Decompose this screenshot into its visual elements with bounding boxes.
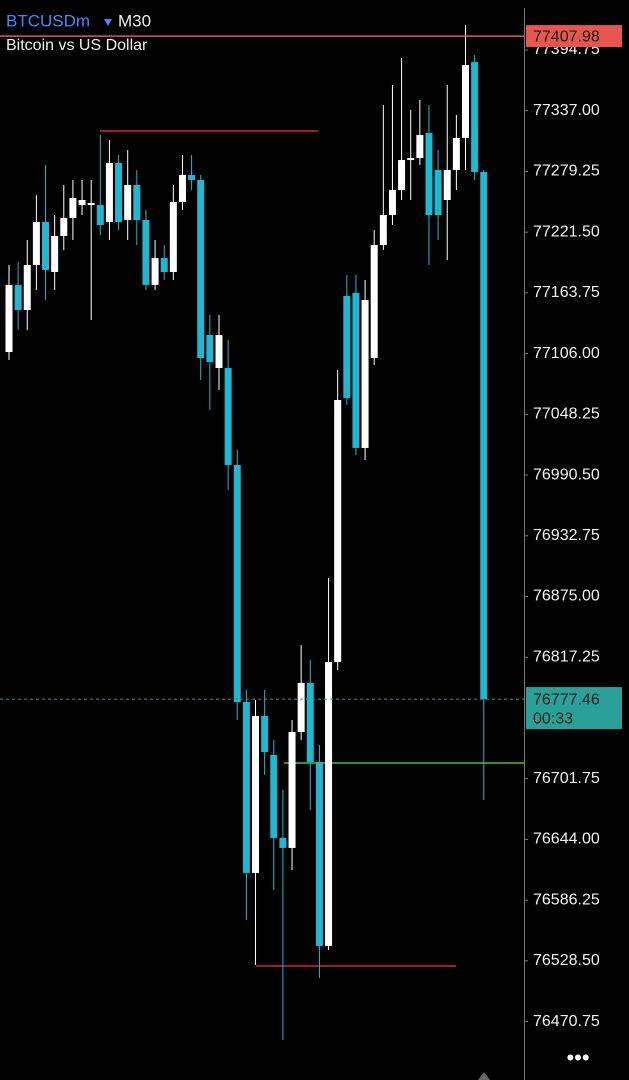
candle-body <box>416 135 424 159</box>
candle-body <box>325 662 333 946</box>
more-menu[interactable]: ••• <box>566 1045 589 1070</box>
countdown-label: 00:33 <box>533 710 573 727</box>
candle-body <box>197 180 205 359</box>
ask-label: 77407.98 <box>533 28 600 45</box>
candle-body <box>480 172 488 700</box>
candle-body <box>188 174 196 181</box>
candle-body <box>96 205 104 226</box>
candle-body <box>142 219 150 285</box>
candle-body <box>42 221 50 271</box>
y-tick-label: 76470.75 <box>533 1013 600 1030</box>
candle-body <box>5 284 13 353</box>
candle-body <box>69 197 77 218</box>
candle-body <box>224 368 232 465</box>
candle-body <box>334 399 342 663</box>
symbol[interactable]: BTCUSDm <box>6 11 90 30</box>
y-tick-label: 77337.00 <box>533 102 600 119</box>
candle-body <box>124 184 132 220</box>
y-tick-label: 76701.75 <box>533 770 600 787</box>
y-tick-label: 77163.75 <box>533 284 600 301</box>
y-tick-label: 77048.25 <box>533 406 600 423</box>
y-tick-label: 76932.75 <box>533 527 600 544</box>
candle-body <box>14 284 22 310</box>
candle-body <box>105 162 113 222</box>
candle-body <box>151 258 159 285</box>
candle-body <box>160 258 168 273</box>
current-price-box <box>526 687 622 730</box>
candle-body <box>233 464 241 702</box>
candle-body <box>270 754 278 838</box>
candle-body <box>78 199 86 206</box>
scroll-marker <box>478 1072 490 1080</box>
candle-body <box>452 137 460 171</box>
candle-body <box>425 133 433 216</box>
candle-body <box>115 162 123 222</box>
current-price-label: 76777.46 <box>533 691 600 708</box>
candle-body <box>471 62 479 173</box>
subtitle: Bitcoin vs US Dollar <box>6 37 148 54</box>
candle-body <box>288 731 296 848</box>
candle-body <box>279 837 287 848</box>
candle-body <box>443 170 451 200</box>
candle-body <box>352 292 360 448</box>
candle-body <box>215 335 223 369</box>
candle-body <box>242 701 250 873</box>
y-tick-label: 76875.00 <box>533 588 600 605</box>
y-tick-label: 77279.25 <box>533 163 600 180</box>
candle-body <box>261 715 269 753</box>
candle-body <box>370 245 378 359</box>
candle-body <box>398 160 406 191</box>
timeframe[interactable]: M30 <box>118 11 151 30</box>
y-tick-label: 76990.50 <box>533 466 600 483</box>
y-tick-label: 76586.25 <box>533 891 600 908</box>
symbol-dropdown[interactable] <box>104 19 112 26</box>
candle-body <box>379 215 387 246</box>
candle-body <box>252 715 260 873</box>
candle-body <box>306 682 314 763</box>
candle-body <box>178 174 186 202</box>
candle-body <box>23 264 31 310</box>
candle-body <box>206 335 214 363</box>
candle-body <box>60 217 68 236</box>
candle-body <box>343 295 351 398</box>
candle-body <box>297 682 305 732</box>
candle-body <box>87 203 95 206</box>
y-tick-label: 76817.25 <box>533 648 600 665</box>
candle-body <box>169 201 177 273</box>
candle-body <box>361 299 369 448</box>
candle-body <box>462 64 469 138</box>
y-tick-label: 77221.50 <box>533 223 600 240</box>
y-tick-label: 76644.00 <box>533 831 600 848</box>
candle-body <box>133 184 141 220</box>
y-tick-label: 76528.50 <box>533 952 600 969</box>
candle-body <box>388 190 396 216</box>
candle-body <box>32 221 40 265</box>
candle-body <box>315 762 323 946</box>
y-tick-label: 77106.00 <box>533 345 600 362</box>
candle-body <box>434 170 442 216</box>
ask-label-box <box>526 25 622 48</box>
candle-body <box>407 158 415 161</box>
candle-body <box>51 235 59 273</box>
